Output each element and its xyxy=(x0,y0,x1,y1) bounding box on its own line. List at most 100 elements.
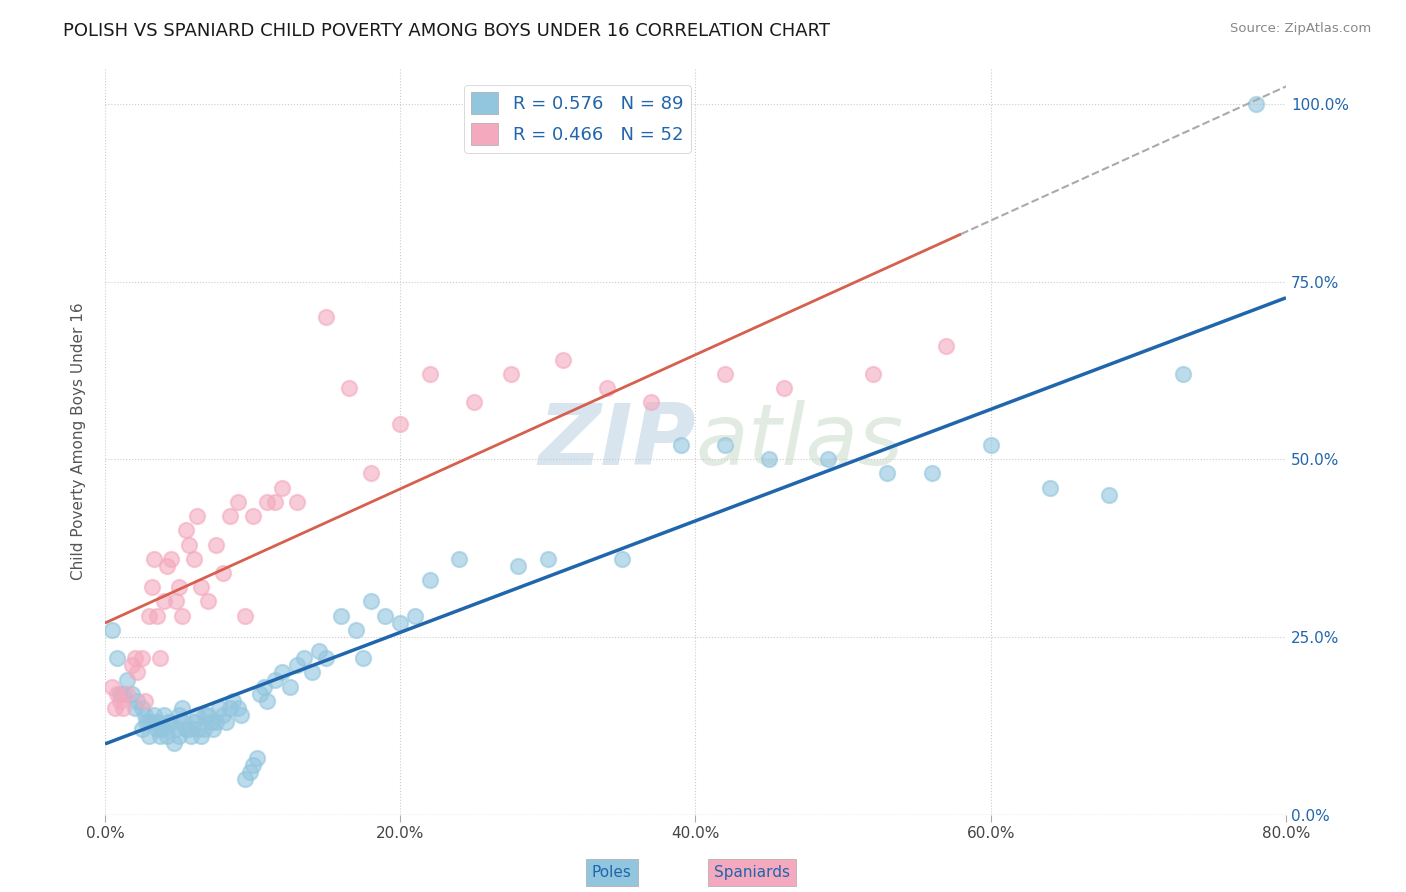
Point xyxy=(669,438,692,452)
Point xyxy=(183,551,205,566)
Point xyxy=(242,509,264,524)
Point xyxy=(271,481,294,495)
Point xyxy=(108,694,131,708)
Point xyxy=(208,701,231,715)
Point xyxy=(153,594,176,608)
Point xyxy=(222,694,245,708)
Point xyxy=(121,658,143,673)
Point xyxy=(149,651,172,665)
Point xyxy=(194,708,217,723)
Point xyxy=(156,558,179,573)
Point xyxy=(537,551,560,566)
Point xyxy=(197,594,219,608)
Y-axis label: Child Poverty Among Boys Under 16: Child Poverty Among Boys Under 16 xyxy=(72,302,86,581)
Point xyxy=(239,764,262,779)
Point xyxy=(187,723,209,737)
Point xyxy=(145,608,167,623)
Point xyxy=(773,381,796,395)
Point xyxy=(105,687,128,701)
Point xyxy=(111,701,134,715)
Point xyxy=(1171,367,1194,381)
Point xyxy=(186,708,208,723)
Point xyxy=(292,651,315,665)
Point xyxy=(190,580,212,594)
Point xyxy=(108,687,131,701)
Point xyxy=(138,730,160,744)
Point xyxy=(167,708,190,723)
Point xyxy=(124,651,146,665)
Point xyxy=(201,723,224,737)
Point xyxy=(111,687,134,701)
Point xyxy=(271,665,294,680)
Point xyxy=(167,730,190,744)
Point xyxy=(101,680,124,694)
Point xyxy=(160,715,183,730)
Point xyxy=(174,524,197,538)
Text: atlas: atlas xyxy=(696,400,904,483)
Point xyxy=(127,665,149,680)
Point xyxy=(167,580,190,594)
Point xyxy=(135,715,157,730)
Point xyxy=(242,757,264,772)
Point xyxy=(980,438,1002,452)
Point xyxy=(193,723,215,737)
Point xyxy=(714,367,737,381)
Point xyxy=(105,651,128,665)
Point xyxy=(256,694,278,708)
Point xyxy=(921,467,943,481)
Point xyxy=(253,680,276,694)
Point xyxy=(183,715,205,730)
Point xyxy=(935,338,957,352)
Point xyxy=(337,381,360,395)
Point xyxy=(374,608,396,623)
Point xyxy=(449,551,471,566)
Point xyxy=(138,608,160,623)
Text: ZIP: ZIP xyxy=(538,400,696,483)
Point xyxy=(101,623,124,637)
Point xyxy=(714,438,737,452)
Point xyxy=(134,708,156,723)
Point xyxy=(157,715,180,730)
Point xyxy=(360,467,382,481)
Legend: R = 0.576   N = 89, R = 0.466   N = 52: R = 0.576 N = 89, R = 0.466 N = 52 xyxy=(464,85,690,153)
Point xyxy=(1098,488,1121,502)
Point xyxy=(179,537,201,551)
Point xyxy=(419,573,441,587)
Point xyxy=(876,467,898,481)
Point xyxy=(174,723,197,737)
Point xyxy=(165,594,187,608)
Point xyxy=(315,651,337,665)
Point xyxy=(131,651,153,665)
Point xyxy=(145,723,167,737)
Point xyxy=(215,715,238,730)
Point xyxy=(142,551,165,566)
Point xyxy=(285,495,308,509)
Point xyxy=(149,730,172,744)
Point xyxy=(134,694,156,708)
Point xyxy=(610,551,633,566)
Point xyxy=(219,701,242,715)
Point xyxy=(153,723,176,737)
Point xyxy=(285,658,308,673)
Point xyxy=(758,452,780,467)
Point xyxy=(463,395,485,409)
Point xyxy=(278,680,301,694)
Point xyxy=(233,608,256,623)
Point xyxy=(389,417,412,431)
Point xyxy=(263,495,285,509)
Point xyxy=(419,367,441,381)
Point xyxy=(197,708,219,723)
Point xyxy=(344,623,367,637)
Point xyxy=(142,708,165,723)
Point xyxy=(246,750,269,764)
Text: Source: ZipAtlas.com: Source: ZipAtlas.com xyxy=(1230,22,1371,36)
Text: POLISH VS SPANIARD CHILD POVERTY AMONG BOYS UNDER 16 CORRELATION CHART: POLISH VS SPANIARD CHILD POVERTY AMONG B… xyxy=(63,22,831,40)
Point xyxy=(121,687,143,701)
Point xyxy=(124,701,146,715)
Point xyxy=(352,651,374,665)
Text: Poles: Poles xyxy=(592,865,631,880)
Point xyxy=(404,608,426,623)
Point xyxy=(180,730,202,744)
Point xyxy=(163,736,186,750)
Point xyxy=(360,594,382,608)
